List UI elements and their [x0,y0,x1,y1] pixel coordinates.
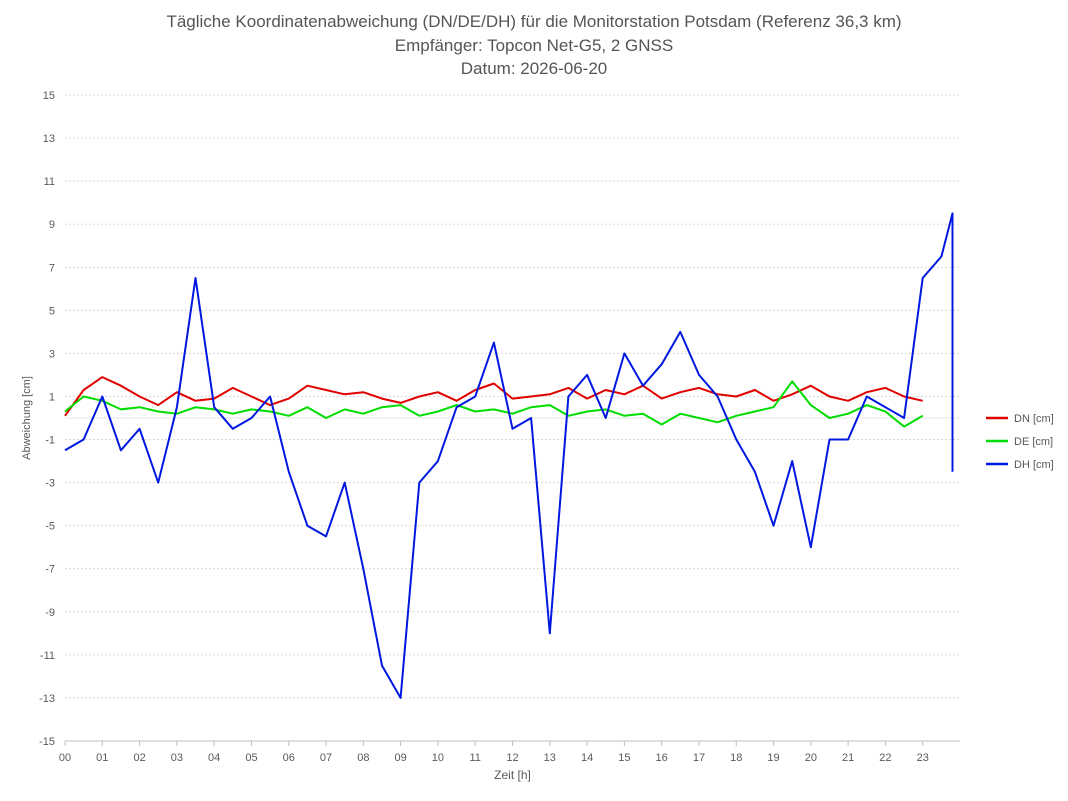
x-tick-label: 00 [59,752,71,764]
y-tick-label: -5 [45,521,55,533]
y-tick-label: 9 [49,219,55,231]
x-axis-label: Zeit [h] [494,768,531,782]
chart-subtitle-date: Datum: 2026-06-20 [460,59,608,78]
x-tick-label: 22 [879,752,891,764]
x-tick-label: 03 [171,752,183,764]
y-axis-ticks: 15 13 11 9 7 5 3 1 -1 -3 -5 -7 -9 -11 -13 -15 [39,90,55,748]
chart-subtitle-receiver: Empfänger: Topcon Net-G5, 2 GNSS [394,36,674,55]
grid-lines [65,94,960,742]
y-tick-label: 7 [49,262,55,274]
x-tick-label: 14 [581,752,593,764]
y-axis-label: Abweichung [cm] [21,376,33,460]
legend-label-2: DH [cm] [1014,459,1054,471]
y-tick-label: 11 [44,176,55,188]
x-tick-label: 23 [917,752,929,764]
y-tick-label: 3 [49,348,55,360]
series-lines [64,212,954,699]
x-tick-label: 19 [767,752,779,764]
legend: DN [cm] DE [cm] DH [cm] [986,413,1054,471]
x-tick-label: 06 [283,752,295,764]
y-tick-label: -1 [45,435,55,447]
legend-label-0: DN [cm] [1014,413,1054,425]
y-tick-label: 15 [43,90,55,102]
x-tick-label: 21 [842,752,854,764]
x-tick-label: 15 [618,752,630,764]
x-tick-label: 12 [506,752,518,764]
y-tick-label: -9 [45,607,55,619]
y-tick-label: 13 [43,133,55,145]
y-tick-label: -3 [45,478,55,490]
x-tick-label: 10 [432,752,444,764]
x-axis-ticks: 00 01 02 03 04 05 06 07 08 09 10 11 12 13 14 15 16 17 18 19… [59,741,929,764]
x-tick-label: 13 [544,752,556,764]
x-tick-label: 17 [693,752,705,764]
x-tick-label: 16 [656,752,668,764]
x-tick-label: 01 [96,752,108,764]
x-tick-label: 20 [805,752,817,764]
y-tick-label: -13 [39,693,55,705]
series-line-1 [64,380,924,428]
y-tick-label: 1 [49,391,55,403]
x-tick-label: 11 [469,752,480,764]
y-tick-label: -15 [39,736,55,748]
x-tick-label: 08 [357,752,369,764]
x-tick-label: 05 [245,752,257,764]
chart-title: Tägliche Koordinatenabweichung (DN/DE/DH… [166,12,902,31]
series-line-2 [64,212,954,699]
x-tick-label: 04 [208,752,220,764]
x-tick-label: 18 [730,752,742,764]
y-tick-label: -11 [40,650,55,662]
legend-label-1: DE [cm] [1014,436,1053,448]
x-tick-label: 02 [133,752,145,764]
x-tick-label: 07 [320,752,332,764]
y-tick-label: 5 [49,305,55,317]
y-tick-label: -7 [45,564,55,576]
x-tick-label: 09 [395,752,407,764]
